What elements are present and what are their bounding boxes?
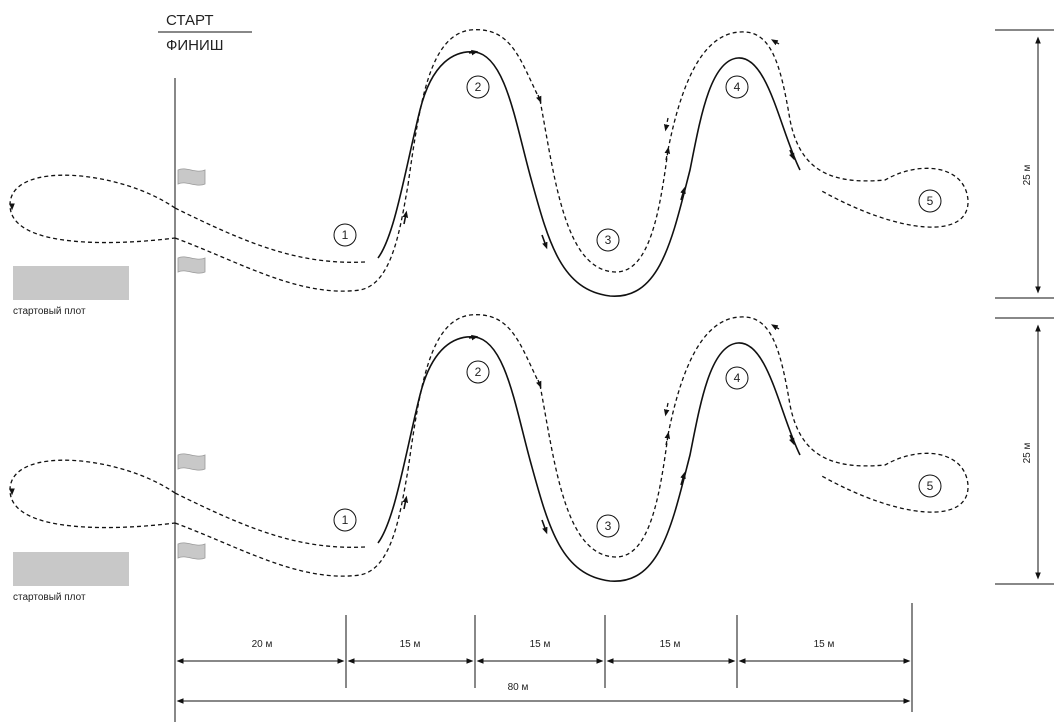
flag-icon [177, 542, 206, 560]
distance-label-5: 15 м [814, 639, 835, 650]
distance-label-3: 15 м [530, 639, 551, 650]
direction-arrow [402, 495, 409, 510]
direction-arrow [541, 519, 548, 535]
buoy-4-label: 4 [734, 371, 741, 385]
route-dashed-segment [539, 384, 669, 558]
route-solid-main [377, 336, 801, 582]
distance-label-4: 15 м [660, 639, 681, 650]
height-label-bottom: 25 м [1022, 442, 1033, 463]
direction-arrow [663, 402, 670, 417]
route-dashed-segment [667, 31, 969, 228]
total-distance-label: 80 м [508, 682, 529, 693]
route-dashed-segment [407, 29, 541, 186]
finish-label: ФИНИШ [166, 37, 224, 54]
direction-arrow [663, 117, 670, 132]
route-dashed-segment [174, 207, 366, 263]
buoy-5 [918, 189, 942, 213]
distance-label-1: 20 м [252, 639, 273, 650]
buoy-5 [918, 474, 942, 498]
buoy-5-label: 5 [927, 194, 934, 208]
route-dashed-segment [174, 492, 366, 548]
start-raft [13, 552, 129, 586]
buoy-3-label: 3 [605, 233, 612, 247]
buoy-2 [466, 75, 490, 99]
buoy-1 [333, 508, 357, 532]
buoy-1 [333, 223, 357, 247]
route-dashed-segment [667, 316, 969, 513]
route-dashed-segment [174, 469, 409, 577]
flag-icon [177, 453, 206, 471]
raft-label: стартовый плот [13, 306, 86, 317]
route-dashed-left-loop [9, 174, 176, 244]
buoy-4-label: 4 [734, 80, 741, 94]
flag-icon [177, 256, 206, 274]
height-label-top: 25 м [1022, 164, 1033, 185]
buoy-2 [466, 360, 490, 384]
course-top: стартовый плот 1 2 3 [9, 29, 969, 317]
direction-arrow [664, 146, 671, 161]
direction-arrow [789, 434, 795, 446]
direction-arrow [770, 39, 780, 46]
direction-arrow [680, 186, 686, 201]
direction-arrow [770, 324, 780, 331]
route-dashed-left-loop [9, 459, 176, 529]
route-solid-main [377, 51, 801, 297]
route-dashed-segment [539, 99, 669, 273]
flag-icon [177, 168, 206, 186]
route-dashed-segment [174, 184, 409, 292]
direction-arrow [789, 149, 795, 161]
direction-arrow [680, 471, 686, 486]
direction-arrow [536, 379, 542, 389]
direction-arrow [541, 234, 548, 250]
buoy-3-label: 3 [605, 519, 612, 533]
buoy-1-label: 1 [342, 228, 349, 242]
buoy-2-label: 2 [475, 80, 482, 94]
direction-arrow [536, 94, 542, 104]
buoy-4 [725, 366, 749, 390]
distance-label-2: 15 м [400, 639, 421, 650]
buoy-1-label: 1 [342, 513, 349, 527]
direction-arrow [468, 49, 479, 56]
height-dimensions: 25 м 25 м [995, 29, 1054, 585]
direction-arrow [468, 334, 479, 341]
buoy-3 [596, 514, 620, 538]
buoy-3 [596, 228, 620, 252]
direction-arrow [402, 210, 409, 225]
route-dashed-segment [407, 314, 541, 471]
buoy-5-label: 5 [927, 479, 934, 493]
raft-label: стартовый плот [13, 592, 86, 603]
distance-dimensions: 20 м 15 м 15 м 15 м 15 м 80 м [176, 603, 913, 712]
buoy-2-label: 2 [475, 365, 482, 379]
buoy-4 [725, 75, 749, 99]
direction-arrow [664, 431, 671, 446]
start-label: СТАРТ [166, 12, 214, 29]
start-raft [13, 266, 129, 300]
course-bottom: стартовый плот 1 2 3 4 5 [9, 314, 969, 603]
